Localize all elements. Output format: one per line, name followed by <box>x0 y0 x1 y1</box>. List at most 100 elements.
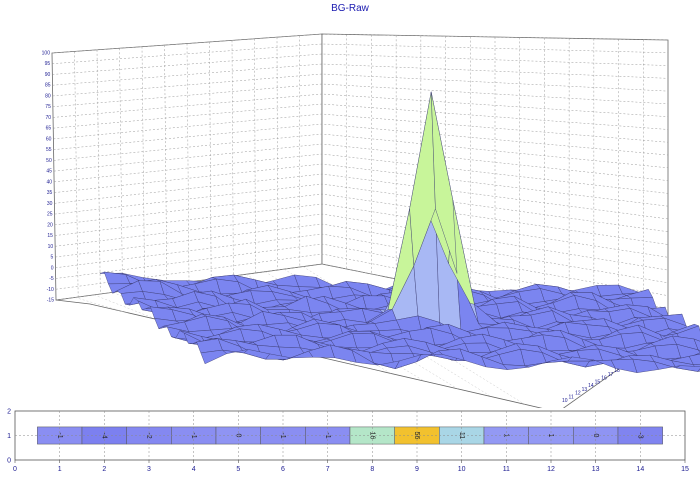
x-tick-label: 2 <box>102 466 106 473</box>
y-tick-label: 0 <box>7 458 11 465</box>
back-wall <box>51 33 323 301</box>
surface-facet <box>675 365 700 372</box>
surface-facet <box>676 343 700 359</box>
surface-facet <box>272 274 299 287</box>
heatmap-cell-value: 1 <box>502 434 509 438</box>
wall-gridline <box>54 193 669 245</box>
x-tick-label: 0 <box>13 466 17 473</box>
x-tick-label: 11 <box>503 466 510 473</box>
chart-title: BG-Raw <box>331 3 369 14</box>
surface-chart: 1009590858075706560555045403530252015105… <box>42 33 700 408</box>
wall-gridline <box>52 83 669 107</box>
z-tick-label: 5 <box>51 255 54 261</box>
z-tick-label: 10 <box>48 244 54 250</box>
wall-gridline <box>276 37 278 271</box>
wall-gridline <box>53 113 669 143</box>
wall-gridline <box>53 143 669 181</box>
x-tick-label: 7 <box>326 466 330 473</box>
wall-gridline <box>51 33 669 54</box>
heatmap-strip-chart: -1 -4 -2 -1 0 -1 -1 16 56 11 1 1 0 -30 1 2 3 4 5 6 7 8 9 10 11 12… <box>7 409 689 474</box>
x-tick-label: 13 <box>592 466 600 473</box>
surface-facet <box>274 335 301 349</box>
x-tick-label: 18 <box>614 368 620 374</box>
surface-mesh <box>99 91 700 373</box>
heatmap-cell-value: 11 <box>458 432 465 439</box>
x-tick-label: 14 <box>636 466 644 473</box>
z-tick-label: 70 <box>45 115 51 121</box>
z-tick-label: 80 <box>45 93 51 99</box>
x-tick-label: 1 <box>58 466 62 473</box>
surface-facet <box>693 338 700 351</box>
x-tick-label: 12 <box>547 466 555 473</box>
x-tick-label: 11 <box>569 394 574 400</box>
floor-gridline <box>302 266 525 405</box>
wall-gridline <box>74 51 79 298</box>
heatmap-cell-value: -1 <box>279 432 286 438</box>
z-tick-label: 60 <box>46 136 52 142</box>
z-tick-label: 15 <box>47 233 53 239</box>
x-tick-label: 10 <box>562 398 568 404</box>
x-tick-label: 15 <box>595 379 601 385</box>
wall-gridline <box>53 123 669 156</box>
wall-gridline <box>55 223 669 284</box>
z-tick-label: -5 <box>49 276 54 282</box>
z-tick-label: 65 <box>46 126 52 132</box>
x-tick-label: 6 <box>281 466 285 473</box>
z-tick-label: 40 <box>47 179 53 185</box>
surface-facet <box>688 353 700 365</box>
z-tick-label: -10 <box>47 287 54 293</box>
z-tick-label: 0 <box>51 265 54 271</box>
z-tick-label: 45 <box>46 169 52 175</box>
wall-gridline <box>54 203 669 258</box>
z-tick-label: 55 <box>46 147 52 153</box>
heatmap-cell-value: -1 <box>190 432 197 438</box>
surface-facet <box>464 342 491 353</box>
z-tick-label: 100 <box>42 51 51 57</box>
z-tick-label: 25 <box>47 212 53 218</box>
wall-gridline <box>141 46 145 289</box>
wall-gridline <box>52 73 669 97</box>
wall-gridline <box>231 40 234 277</box>
z-tick-label: 35 <box>47 190 53 196</box>
y-tick-label: 1 <box>7 433 11 440</box>
z-tick-label: 85 <box>45 83 51 89</box>
wall-gridline <box>119 48 123 292</box>
z-tick-label: -15 <box>47 298 54 304</box>
x-tick-label: 16 <box>601 376 607 382</box>
wall-gridline <box>96 49 101 295</box>
z-tick-label: 90 <box>45 72 51 78</box>
x-tick-label: 8 <box>370 466 374 473</box>
z-tick-label: 50 <box>46 158 52 164</box>
surface-facet <box>697 368 700 372</box>
z-tick-label: 75 <box>45 104 51 110</box>
wall-gridline <box>254 38 256 274</box>
heatmap-cell-value: 0 <box>234 434 241 438</box>
floor-edge <box>55 299 669 408</box>
x-tick-label: 4 <box>192 466 196 473</box>
surface-facet <box>294 274 321 288</box>
wall-gridline <box>53 93 669 118</box>
wall-gridline <box>52 43 669 64</box>
floor-gridline <box>74 297 124 312</box>
wall-gridline <box>52 53 669 75</box>
wall-gridline <box>55 253 669 322</box>
x-tick-label: 17 <box>608 372 614 378</box>
x-tick-label: 3 <box>147 466 151 473</box>
heatmap-plot-area: -1 -4 -2 -1 0 -1 -1 16 56 11 1 1 0 -30 1 2 3 4 5 6 7 8 9 10 11 12… <box>7 409 689 474</box>
y-tick-label: 2 <box>7 409 11 416</box>
surface-facet <box>352 323 380 332</box>
heatmap-cell-value: 1 <box>547 434 554 438</box>
floor-gridline <box>93 294 157 320</box>
x-tick-label: 10 <box>458 466 466 473</box>
surface-facet <box>563 360 590 368</box>
x-tick-label: 14 <box>588 383 594 389</box>
x-tick-label: 15 <box>681 466 689 473</box>
x-tick-label: 5 <box>236 466 240 473</box>
wall-gridline <box>54 173 669 220</box>
x-tick-label: 12 <box>575 391 581 397</box>
z-tick-label: 20 <box>47 222 53 228</box>
surface-facet <box>431 91 458 274</box>
z-tick-label: 30 <box>47 201 53 207</box>
wall-gridline <box>52 63 669 86</box>
surface-plot-area: 1009590858075706560555045403530252015105… <box>42 33 700 408</box>
